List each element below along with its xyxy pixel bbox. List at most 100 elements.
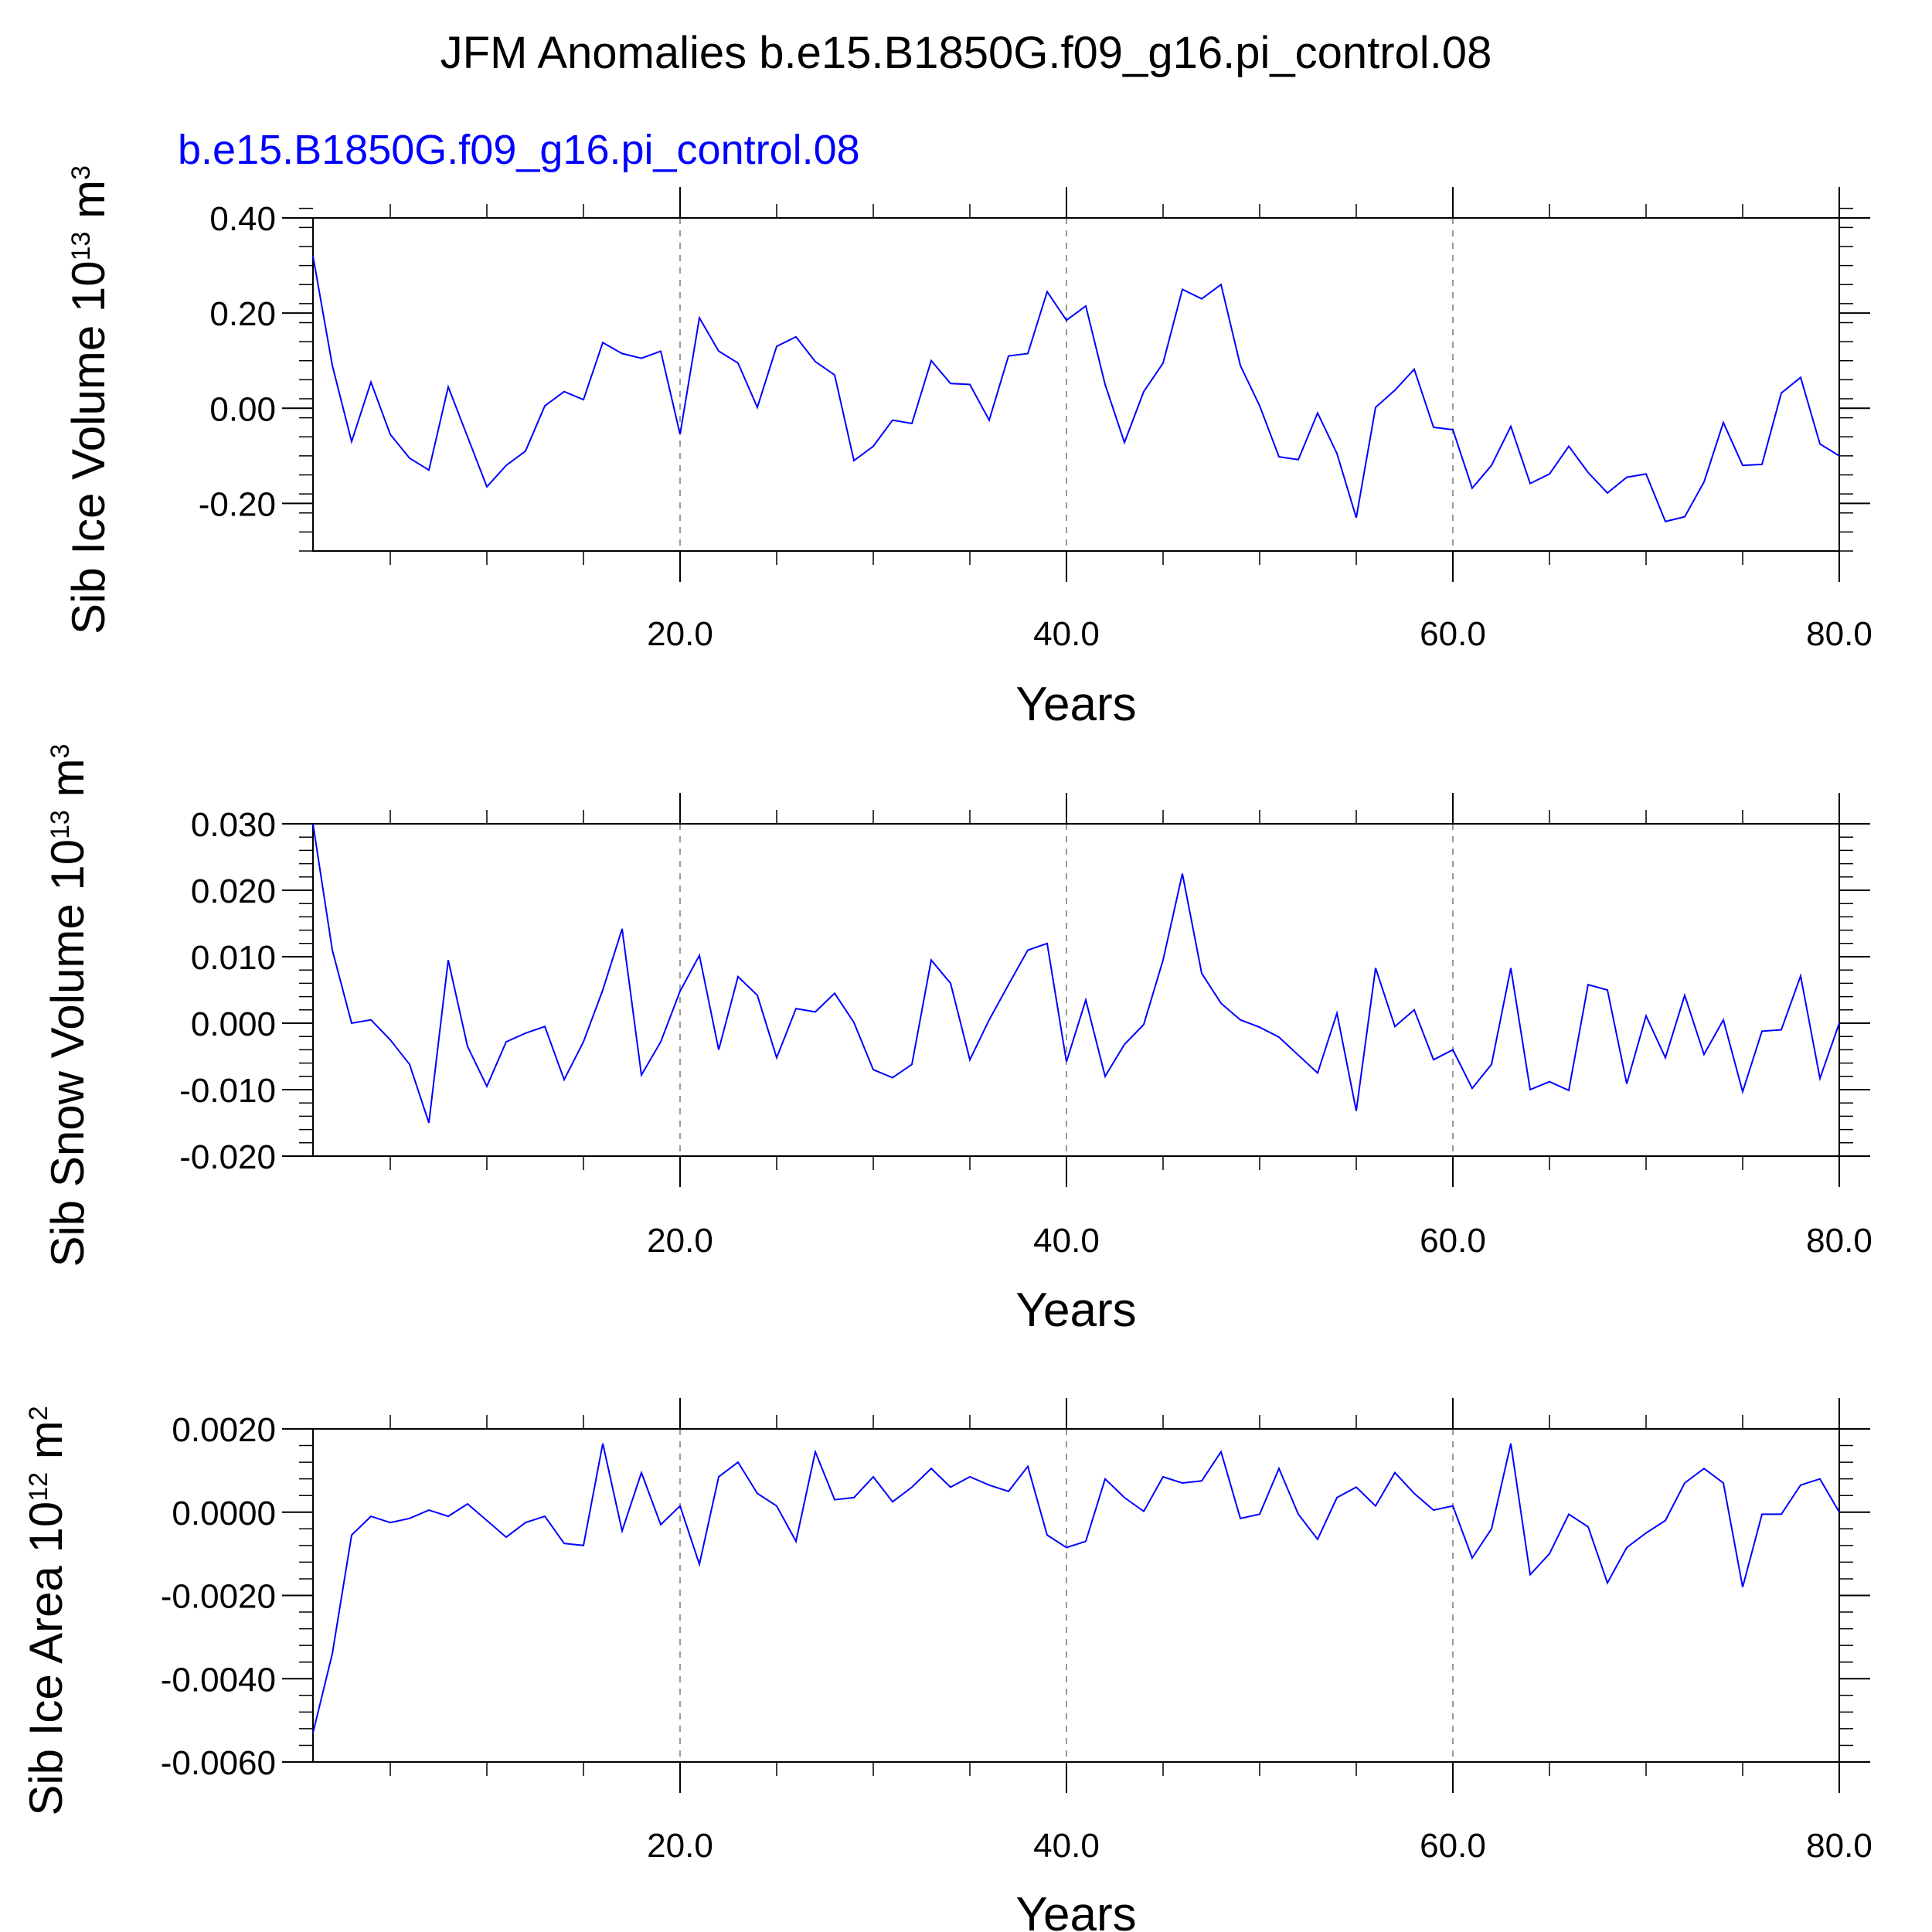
data-point [969, 1059, 971, 1060]
series-line [312, 1443, 1840, 1733]
data-point [1549, 1553, 1550, 1555]
data-point [1162, 362, 1164, 364]
data-point [1240, 1019, 1241, 1021]
data-point [1626, 1547, 1628, 1549]
x-tick-label: 40.0 [1033, 615, 1100, 653]
data-point [1549, 1081, 1550, 1083]
figure-title: JFM Anomalies b.e15.B1850G.f09_g16.pi_co… [440, 28, 1492, 78]
data-point [1394, 1472, 1396, 1474]
data-point [312, 823, 314, 825]
data-point [1742, 464, 1743, 466]
data-point [1375, 406, 1376, 408]
data-point [834, 992, 835, 994]
data-point [447, 386, 449, 388]
data-point [1529, 1574, 1531, 1576]
y-axis-label: Sib Ice Volume 1013 m3 [63, 165, 114, 634]
data-point [1085, 305, 1087, 307]
x-tick-label: 20.0 [647, 1222, 713, 1260]
data-point [1066, 1061, 1067, 1063]
y-tick-label: 0.0000 [172, 1495, 276, 1532]
y-tick-label: -0.20 [199, 485, 276, 523]
data-point [1143, 1024, 1145, 1026]
data-point [1471, 1557, 1473, 1559]
data-point [1162, 1476, 1164, 1478]
data-point [1336, 1497, 1338, 1498]
y-axis-label-exponent: 12 [24, 1472, 53, 1502]
y-tick-label: 0.0020 [172, 1411, 276, 1449]
data-point [1066, 319, 1067, 321]
data-point [911, 1486, 913, 1488]
data-point [1800, 376, 1801, 378]
data-point [621, 1530, 623, 1532]
data-point [583, 1041, 584, 1043]
data-point [1298, 459, 1299, 461]
data-point [409, 1518, 410, 1519]
y-axis-label-unit-exponent: 3 [66, 165, 96, 180]
data-point [409, 1063, 410, 1065]
data-point [1819, 1478, 1821, 1480]
data-point [1240, 1518, 1241, 1519]
data-point [1278, 456, 1280, 457]
data-point [486, 1086, 488, 1087]
plot-frame [312, 217, 1840, 552]
data-point [1085, 999, 1087, 1001]
y-axis-label-exponent: 13 [66, 232, 96, 261]
data-point [1220, 284, 1222, 285]
data-point [1008, 984, 1009, 985]
data-point [1452, 1505, 1454, 1507]
data-point [1838, 1512, 1840, 1513]
data-point [1607, 1582, 1608, 1583]
data-point [486, 1520, 488, 1522]
data-point [776, 1505, 777, 1507]
data-point [621, 928, 623, 930]
data-point [1510, 1443, 1512, 1444]
data-point [332, 949, 333, 951]
data-point [1781, 393, 1782, 394]
x-tick-label: 60.0 [1420, 1222, 1486, 1260]
panel-ice-volume: 0.40 0.20 0.00 -0.20 20.0 40.0 60.0 80.0 Years Si… [63, 165, 1872, 731]
data-point [312, 1732, 314, 1733]
data-point [389, 1522, 391, 1523]
x-axis-label: Years [1015, 1888, 1136, 1932]
y-axis-label-exponent: 13 [46, 810, 75, 839]
data-point [892, 1077, 893, 1079]
data-point [370, 1515, 372, 1517]
data-point [1433, 1509, 1434, 1511]
data-point [1587, 984, 1589, 985]
x-axis-label: Years [1015, 678, 1136, 731]
data-point [486, 486, 488, 488]
data-point [1491, 464, 1492, 466]
data-point [389, 434, 391, 435]
x-tick-label: 80.0 [1806, 1827, 1872, 1865]
data-point [1355, 1111, 1357, 1112]
data-point [1529, 483, 1531, 485]
data-point [1143, 1511, 1145, 1512]
data-point [1008, 1491, 1009, 1492]
data-point [1781, 1029, 1782, 1031]
y-tick-label: 0.030 [191, 806, 276, 844]
data-point [1838, 455, 1840, 457]
data-point [911, 1063, 913, 1065]
series-line [312, 823, 1840, 1124]
data-point [428, 1122, 430, 1124]
data-point [776, 345, 777, 347]
data-point [1104, 1076, 1106, 1077]
data-point [930, 959, 932, 961]
data-point [1298, 1513, 1299, 1515]
data-point [1046, 943, 1048, 944]
panel-ice-area: 0.0020 0.0000 -0.0020 -0.0040 -0.0060 20.0 40.… [20, 1398, 1872, 1932]
data-point [1046, 291, 1048, 292]
series-line [312, 256, 1840, 522]
y-axis-label: Sib Snow Volume 1013 m3 [42, 743, 94, 1267]
data-point [1568, 446, 1570, 447]
data-point [1220, 1002, 1222, 1004]
data-point [1278, 1036, 1280, 1038]
data-point [583, 1545, 584, 1546]
data-point [737, 1461, 739, 1463]
data-point [602, 1443, 604, 1444]
data-point [1201, 973, 1202, 975]
data-point [1491, 1528, 1492, 1529]
data-point [505, 464, 507, 466]
data-point [1665, 1520, 1666, 1522]
data-point [718, 1476, 719, 1478]
